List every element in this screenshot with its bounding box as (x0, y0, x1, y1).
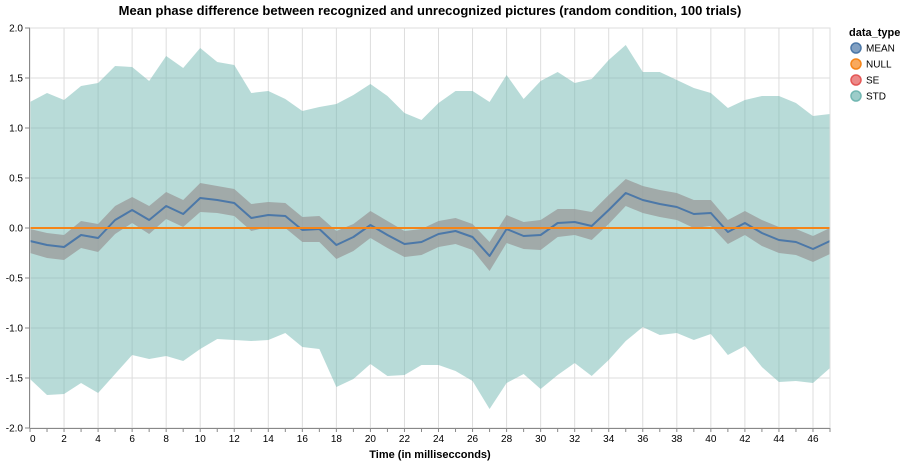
y-tick-label: 2.0 (9, 24, 23, 35)
legend-title: data_type (849, 27, 900, 39)
y-axis: 2.0 1.5 1.0 0.5 0.0 -0.5 -1.0 -1.5 -2.0 (6, 24, 30, 435)
y-tick-label: 0.5 (9, 174, 23, 185)
x-tick-label: 6 (129, 434, 135, 445)
y-tick-label: -1.5 (6, 374, 24, 385)
y-tick-label: -1.0 (6, 324, 24, 335)
x-tick-label: 16 (297, 434, 309, 445)
mean-line (29, 192, 831, 257)
x-tick-label: 0 (30, 434, 36, 445)
x-tick-label: 14 (263, 434, 275, 445)
x-tick-label: 20 (365, 434, 377, 445)
legend-swatch-se (850, 74, 862, 86)
x-tick-label: 42 (739, 434, 751, 445)
x-tick-label: 8 (163, 434, 169, 445)
x-tick-label: 18 (331, 434, 343, 445)
legend-swatch-null (850, 58, 862, 70)
y-tick-label: 0.0 (9, 224, 23, 235)
x-axis: 0 2 4 6 8 10 12 14 16 18 20 22 24 26 28 30 32 34 36 38 40 42 4… (29, 428, 831, 445)
x-tick-label: 22 (399, 434, 411, 445)
mean-line-layer (29, 192, 831, 257)
x-tick-label: 26 (467, 434, 479, 445)
x-tick-label: 38 (671, 434, 683, 445)
x-tick-label: 2 (61, 434, 67, 445)
y-tick-label: -0.5 (6, 274, 24, 285)
x-tick-label: 4 (95, 434, 101, 445)
legend-label-null: NULL (866, 60, 892, 71)
x-tick-label: 30 (535, 434, 547, 445)
x-tick-label: 40 (705, 434, 717, 445)
x-tick-label: 34 (603, 434, 615, 445)
legend-label-std: STD (866, 92, 886, 103)
x-tick-label: 46 (807, 434, 819, 445)
x-tick-label: 24 (433, 434, 445, 445)
y-tick-label: 1.5 (9, 74, 23, 85)
x-tick-label: 32 (569, 434, 581, 445)
legend-label-se: SE (866, 76, 880, 87)
y-tick-label: -2.0 (6, 424, 24, 435)
x-axis-title: Time (in millisecconds) (369, 449, 491, 461)
legend-swatch-mean (850, 42, 862, 54)
chart-title: Mean phase difference between recognized… (119, 3, 742, 18)
x-tick-label: 36 (637, 434, 649, 445)
y-tick-label: 1.0 (9, 124, 23, 135)
legend[interactable]: data_type MEAN NULL SE STD (849, 27, 900, 103)
x-tick-label: 44 (773, 434, 785, 445)
x-tick-label: 10 (195, 434, 207, 445)
legend-swatch-std (850, 90, 862, 102)
legend-label-mean: MEAN (866, 44, 895, 55)
x-tick-label: 28 (501, 434, 513, 445)
x-tick-label: 12 (229, 434, 241, 445)
